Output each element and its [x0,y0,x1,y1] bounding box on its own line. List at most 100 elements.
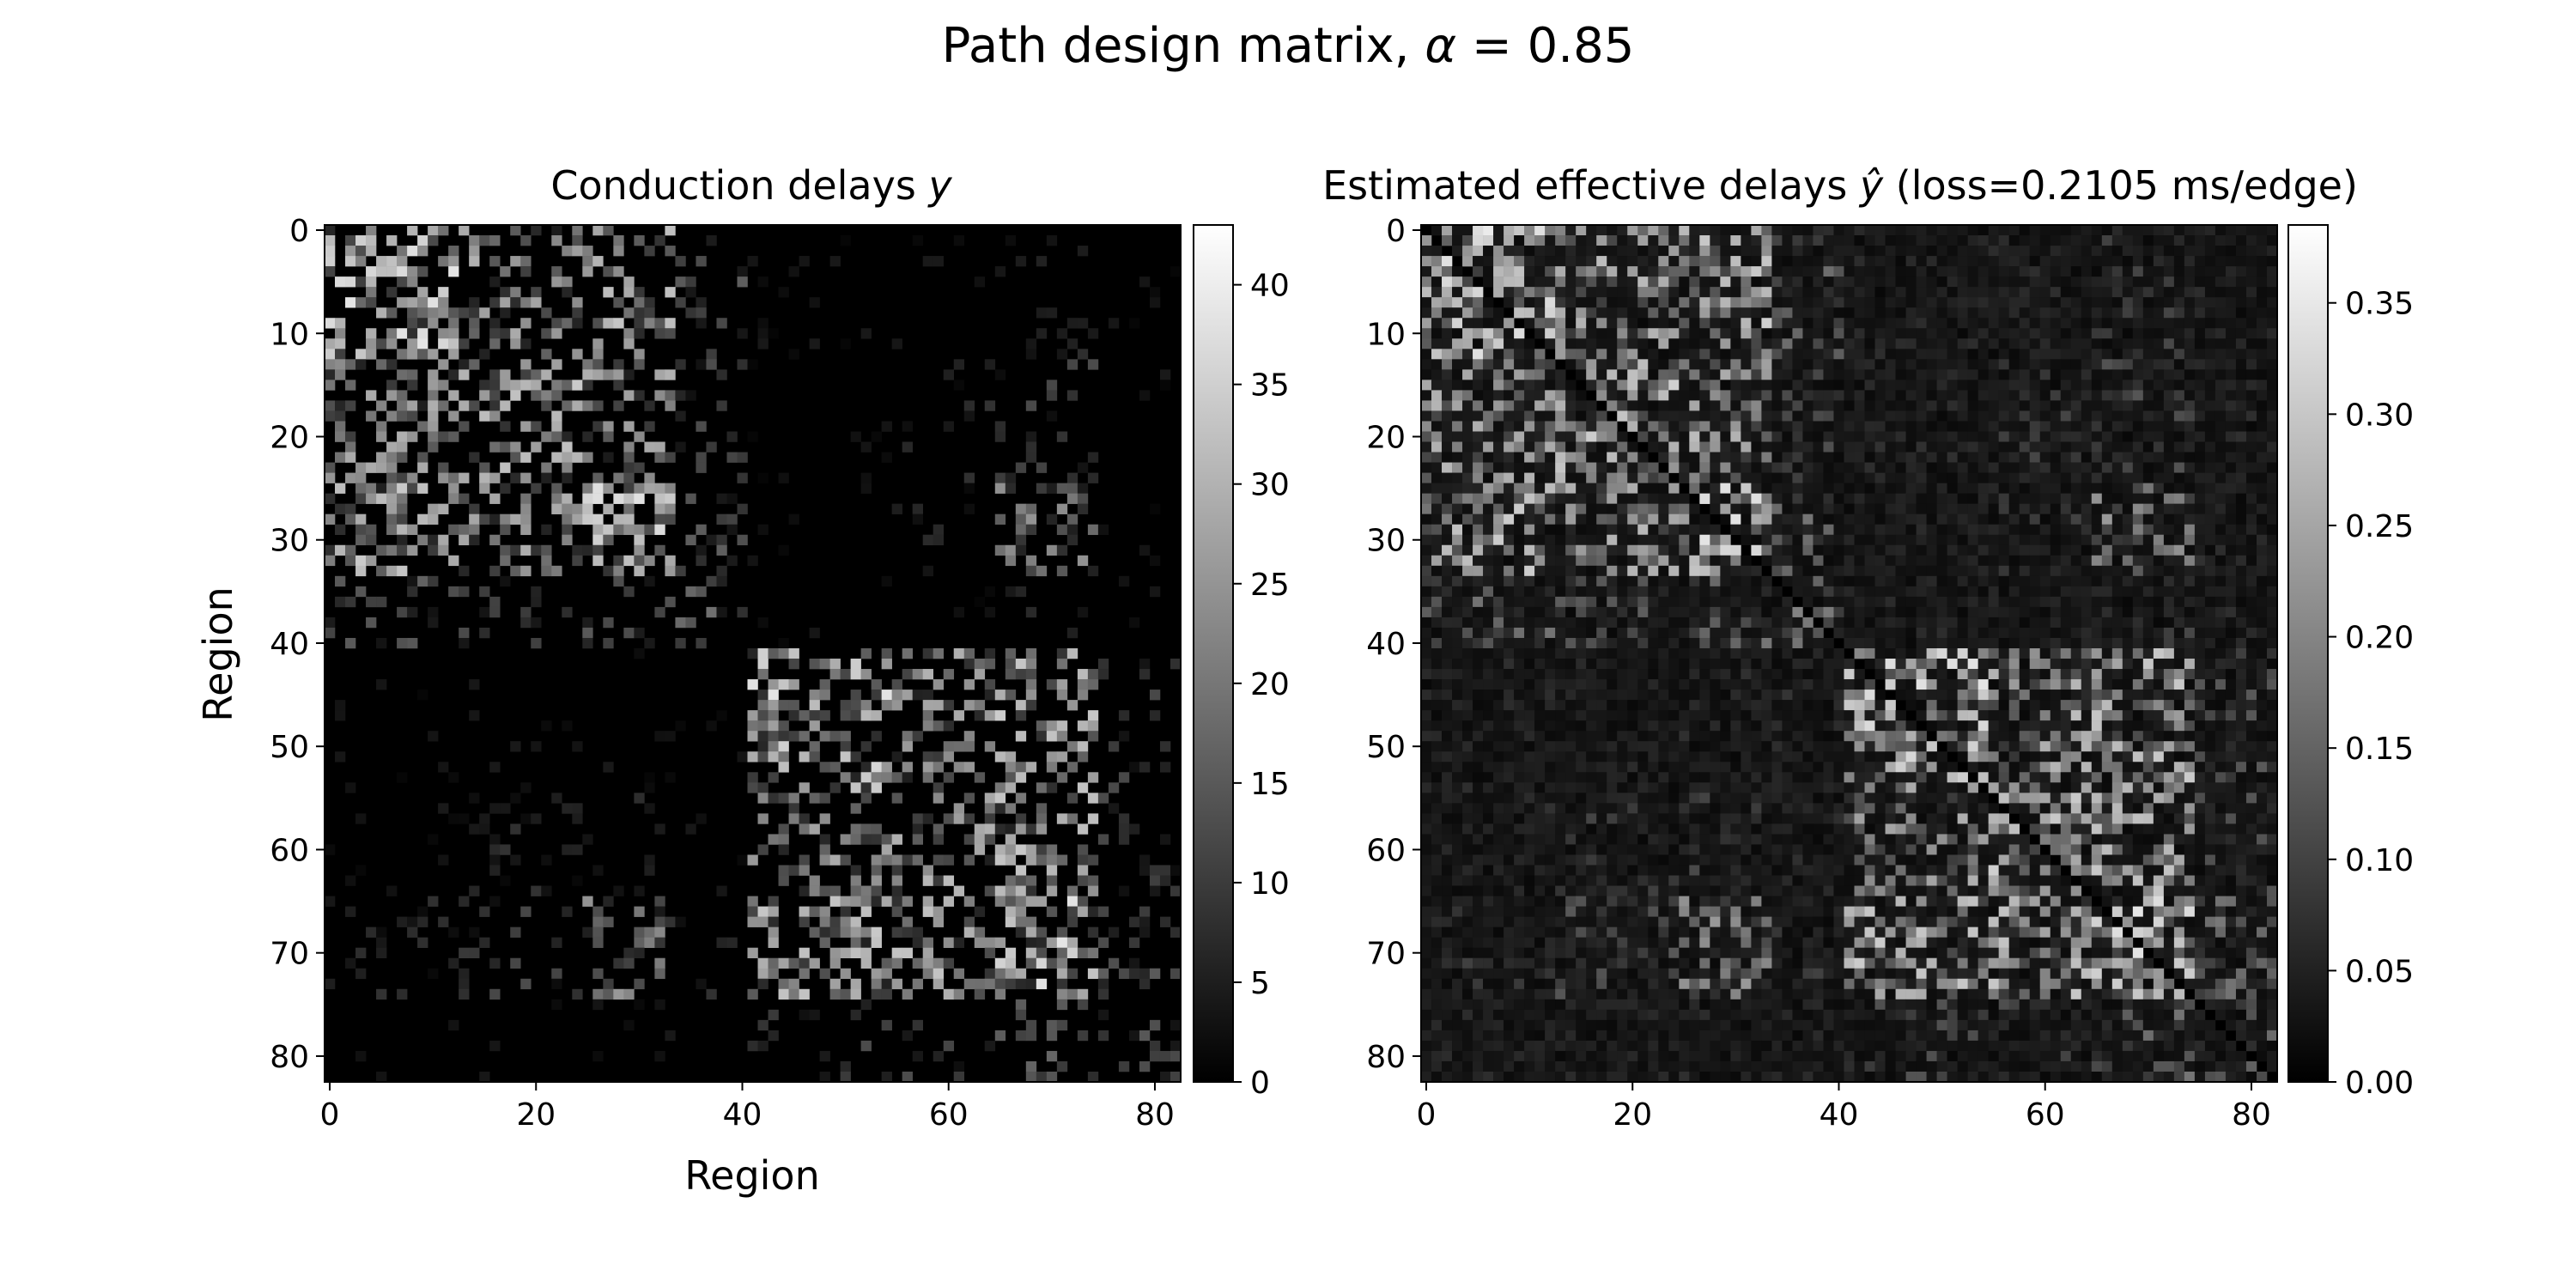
heatmap-cell [2256,431,2268,442]
heatmap-cell [1720,441,1731,453]
heatmap-cell [1431,627,1443,639]
heatmap-cell [1627,606,1638,618]
heatmap-cell [1442,266,1453,277]
heatmap-cell [1473,534,1484,546]
heatmap-cell [1462,503,1473,514]
heatmap-cell [747,916,758,927]
heatmap-cell [665,1030,676,1042]
heatmap-cell [551,565,562,577]
heatmap-cell [479,307,490,319]
heatmap-cell [1792,441,1803,453]
heatmap-cell [1720,380,1731,391]
heatmap-cell [479,1071,490,1083]
heatmap-cell [1813,441,1824,453]
heatmap-cell [1555,431,1566,442]
heatmap-cell [345,637,356,649]
heatmap-cell [1627,328,1638,339]
heatmap-cell [1679,524,1690,536]
heatmap-cell [2060,225,2072,236]
heatmap-cell [520,452,532,463]
heatmap-cell [1128,1030,1140,1042]
heatmap-cell [1627,318,1638,329]
heatmap-cell [1555,462,1566,473]
heatmap-cell [1576,307,1587,319]
heatmap-cell [397,472,408,483]
heatmap-cell [1504,544,1515,556]
heatmap-cell [2266,318,2278,329]
heatmap-cell [2019,586,2031,598]
heatmap-cell [1947,390,1958,401]
heatmap-cell [1844,390,1855,401]
heatmap-cell [1596,513,1607,525]
heatmap-cell [1586,359,1597,370]
heatmap-cell [716,885,727,896]
heatmap-cell [1947,246,1958,257]
heatmap-cell [1967,452,1978,463]
heatmap-cell [1576,483,1587,494]
heatmap-cell [1025,452,1037,463]
heatmap-cell [2091,555,2103,567]
panel-title-right: Estimated effective delays ŷ (loss=0.210… [1322,162,2358,209]
heatmap-cell [1056,999,1068,1011]
heatmap-cell [1056,679,1068,690]
heatmap-cell [840,988,851,1000]
heatmap-cell [963,503,975,514]
heatmap-cell [469,452,480,463]
heatmap-cell [551,493,562,504]
heatmap-cell [1967,503,1978,514]
heatmap-cell [1066,534,1078,546]
heatmap-cell [1473,359,1484,370]
heatmap-cell [757,1019,769,1031]
heatmap-cell [572,844,583,855]
heatmap-cell [891,875,902,886]
heatmap-cell [1658,410,1669,422]
heatmap-cell [1066,793,1078,804]
heatmap-cell [1978,606,1989,618]
heatmap-cell [871,823,882,835]
heatmap-cell [2245,369,2257,380]
heatmap-cell [1957,307,1968,319]
heatmap-cell [799,813,810,824]
heatmap-cell [1689,513,1700,525]
heatmap-cell [1854,503,1865,514]
heatmap-cell [1462,441,1473,453]
heatmap-cell [448,246,459,257]
heatmap-cell [1978,617,1989,629]
heatmap-cell [2266,266,2278,277]
heatmap-cell [2235,441,2247,453]
heatmap-cell [355,565,367,577]
heatmap-cell [1668,452,1680,463]
heatmap-cell [2184,575,2196,587]
heatmap-cell [1066,359,1078,370]
heatmap-cell [860,957,872,969]
heatmap-cell [1025,916,1037,927]
heatmap-cell [922,751,934,762]
heatmap-cell [2204,235,2216,246]
heatmap-cell [1658,534,1669,546]
heatmap-cell [376,937,387,948]
heatmap-cell [2225,380,2237,391]
heatmap-cell [2050,349,2062,360]
heatmap-cell [1689,462,1700,473]
heatmap-cell [1689,452,1700,463]
heatmap-cell [1699,586,1710,598]
heatmap-cell [2101,225,2113,236]
heatmap-cell [1751,565,1762,577]
heatmap-cell [572,318,583,329]
heatmap-cell [1802,369,1814,380]
heatmap-cell [757,318,769,329]
heatmap-cell [696,544,707,556]
heatmap-cell [984,710,996,721]
heatmap-cell [757,617,769,629]
colorbar-tick-label: 30 [1250,468,1290,503]
heatmap-cell [1576,328,1587,339]
heatmap-cell [1823,266,1834,277]
heatmap-cell [1864,472,1875,483]
heatmap-cell [1118,710,1130,721]
heatmap-cell [1833,431,1844,442]
heatmap-cell [1036,937,1048,948]
heatmap-cell [623,287,635,298]
heatmap-cell [1895,390,1906,401]
heatmap-cell [1473,606,1484,618]
heatmap-cell [644,854,655,866]
